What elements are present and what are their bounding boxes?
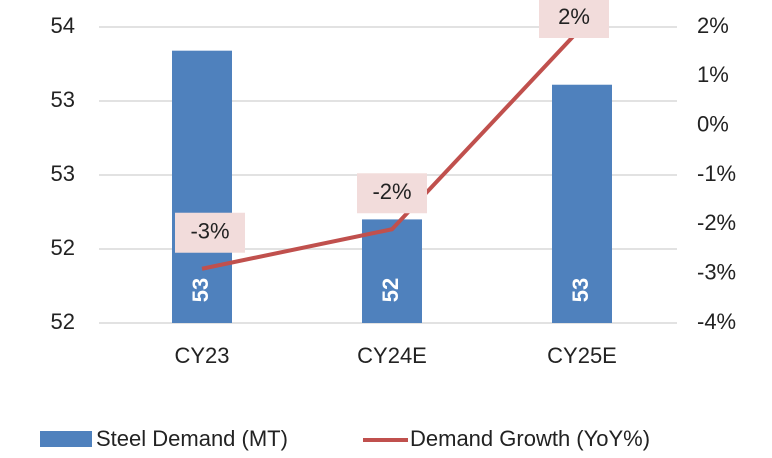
- bar: [362, 219, 422, 323]
- bar: [172, 50, 232, 324]
- y-tick-label: 52: [51, 235, 75, 260]
- y2-tick-label: -1%: [697, 161, 736, 186]
- x-tick-label: CY24E: [357, 343, 427, 368]
- bar-value-label: 53: [188, 278, 213, 302]
- line: [201, 25, 584, 271]
- data-label-box: [539, 0, 609, 38]
- legend-swatch: [40, 431, 92, 447]
- line-value-label: -2%: [372, 179, 411, 204]
- y-tick-label: 52: [51, 309, 75, 334]
- line-value-label: 2%: [558, 4, 590, 29]
- y2-tick-label: 1%: [697, 62, 729, 87]
- legend-label: Steel Demand (MT): [96, 426, 288, 451]
- bar-value-label: 52: [378, 278, 403, 302]
- legend-label: Demand Growth (YoY%): [410, 426, 650, 451]
- line-value-label: -3%: [190, 219, 229, 244]
- bar: [552, 84, 612, 323]
- bar-value-label: 53: [568, 278, 593, 302]
- y2-tick-label: -2%: [697, 210, 736, 235]
- data-label-box: [175, 212, 245, 253]
- y2-tick-label: -3%: [697, 259, 736, 284]
- x-tick-label: CY25E: [547, 343, 617, 368]
- y-tick-label: 53: [51, 87, 75, 112]
- y-tick-label: 54: [51, 13, 75, 38]
- x-tick-label: CY23: [174, 343, 229, 368]
- y2-tick-label: 2%: [697, 13, 729, 38]
- y2-tick-label: -4%: [697, 309, 736, 334]
- y-tick-label: 53: [51, 161, 75, 186]
- y2-tick-label: 0%: [697, 111, 729, 136]
- data-label-box: [357, 173, 427, 214]
